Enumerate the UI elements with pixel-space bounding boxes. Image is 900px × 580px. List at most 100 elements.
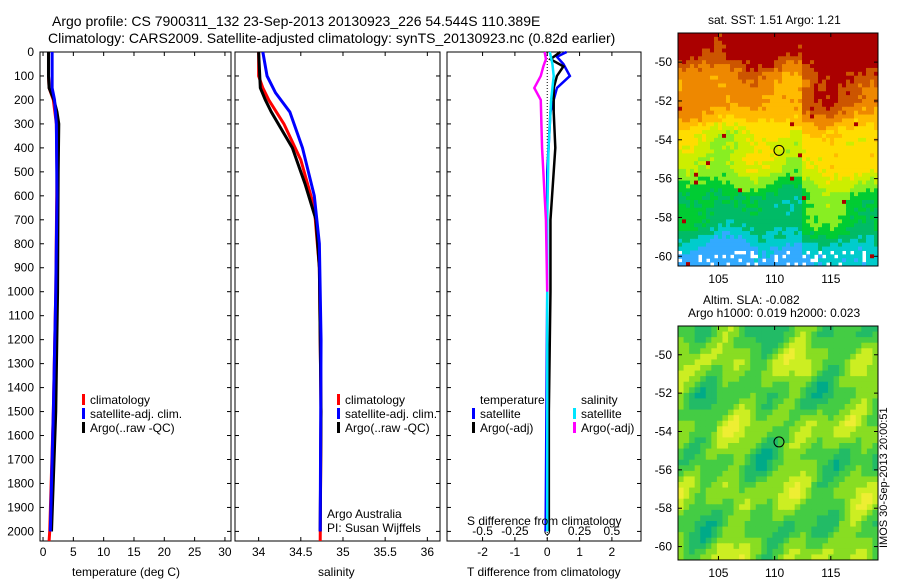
sst-cell — [690, 110, 695, 116]
sst-cell — [774, 180, 779, 185]
sst-cell — [734, 168, 739, 174]
sst-cell — [814, 238, 819, 244]
sst-cell — [834, 36, 839, 42]
sst-cell — [742, 130, 747, 135]
sla-cell — [683, 532, 690, 539]
sla-cell — [844, 398, 851, 405]
sst-cell — [802, 258, 807, 263]
sla-cell — [683, 331, 690, 338]
sla-cell — [722, 337, 729, 344]
sst-cell — [842, 219, 847, 224]
sla-cell — [805, 348, 812, 355]
sla-cell — [716, 342, 723, 349]
sst-cell — [850, 161, 855, 166]
sst-cell — [718, 231, 723, 236]
sla-cell — [778, 348, 785, 355]
sla-cell — [739, 348, 746, 355]
sst-cell — [806, 137, 811, 143]
sst-cell — [774, 130, 779, 135]
sst-cell — [678, 48, 683, 53]
sst-cell — [714, 227, 719, 232]
sst-cell — [854, 153, 859, 158]
sla-cell — [761, 415, 768, 422]
sla-cell — [800, 348, 807, 355]
sst-cell — [826, 211, 831, 217]
sst-cell — [766, 215, 771, 220]
sst-cell — [862, 110, 867, 116]
sst-cell — [862, 234, 867, 240]
sst-cell — [786, 176, 791, 182]
sla-cell — [705, 326, 712, 333]
sst-cell — [702, 130, 707, 135]
sst-cell — [778, 145, 783, 150]
sst-cell — [682, 215, 687, 220]
sla-cell — [722, 353, 729, 360]
sst-cell — [738, 153, 743, 158]
sst-cell — [726, 199, 731, 205]
sst-cell — [750, 246, 755, 251]
sla-cell — [705, 532, 712, 539]
sst-cell — [706, 102, 711, 108]
sst-cell — [806, 254, 811, 259]
sst-cell — [754, 102, 759, 108]
sst-cell — [686, 227, 691, 232]
sst-cell — [738, 165, 743, 170]
sst-cell — [818, 91, 823, 96]
sla-cell — [833, 415, 840, 422]
sst-cell — [702, 145, 707, 150]
sla-cell — [833, 443, 840, 450]
sla-cell — [789, 482, 796, 489]
sla-cell — [766, 482, 773, 489]
x-tick-label: 110 — [765, 272, 784, 286]
sst-cell — [822, 64, 827, 69]
sst-cell — [742, 110, 747, 116]
sla-cell — [722, 348, 729, 355]
sla-cell — [811, 420, 818, 427]
sst-cell — [738, 196, 743, 201]
sst-cell — [802, 75, 807, 81]
sst-cell — [834, 161, 839, 166]
sla-cell — [700, 543, 707, 550]
sst-cell — [870, 246, 875, 251]
sst-cell — [778, 172, 783, 178]
sst-cell — [722, 122, 727, 127]
sst-cell — [866, 219, 871, 224]
sst-cell — [814, 184, 819, 189]
sst-cell — [698, 262, 703, 267]
sla-cell — [689, 521, 696, 528]
sst-cell — [758, 33, 763, 38]
sst-cell — [858, 223, 863, 228]
sst-cell — [802, 192, 807, 197]
sst-cell — [802, 52, 807, 57]
sst-cell — [734, 180, 739, 185]
sla-cell — [800, 409, 807, 416]
sst-cell — [738, 79, 743, 84]
sst-cell — [846, 176, 851, 182]
sst-cell — [786, 238, 791, 244]
sst-cell — [846, 130, 851, 135]
sst-cell — [762, 83, 767, 88]
sst-cell — [742, 161, 747, 166]
sst-cell — [730, 188, 735, 193]
sst-cell — [846, 188, 851, 193]
sst-cell — [682, 168, 687, 174]
sla-cell — [766, 381, 773, 388]
sst-cell — [790, 258, 795, 263]
sst-cell — [826, 180, 831, 185]
sst-cell — [822, 180, 827, 185]
sst-cell — [694, 56, 699, 61]
x-tick-label: -1 — [510, 545, 521, 559]
sst-cell — [818, 157, 823, 162]
sst-cell — [682, 75, 687, 81]
sst-cell — [846, 40, 851, 46]
sla-cell — [822, 482, 829, 489]
sla-cell — [772, 493, 779, 500]
sst-cell — [746, 87, 751, 92]
sst-cell — [866, 242, 871, 248]
sst-cell — [874, 145, 879, 150]
sst-cell — [842, 149, 847, 154]
sla-cell — [750, 470, 757, 477]
sla-cell — [722, 526, 729, 533]
sst-cell — [826, 87, 831, 92]
sst-cell — [690, 133, 695, 139]
